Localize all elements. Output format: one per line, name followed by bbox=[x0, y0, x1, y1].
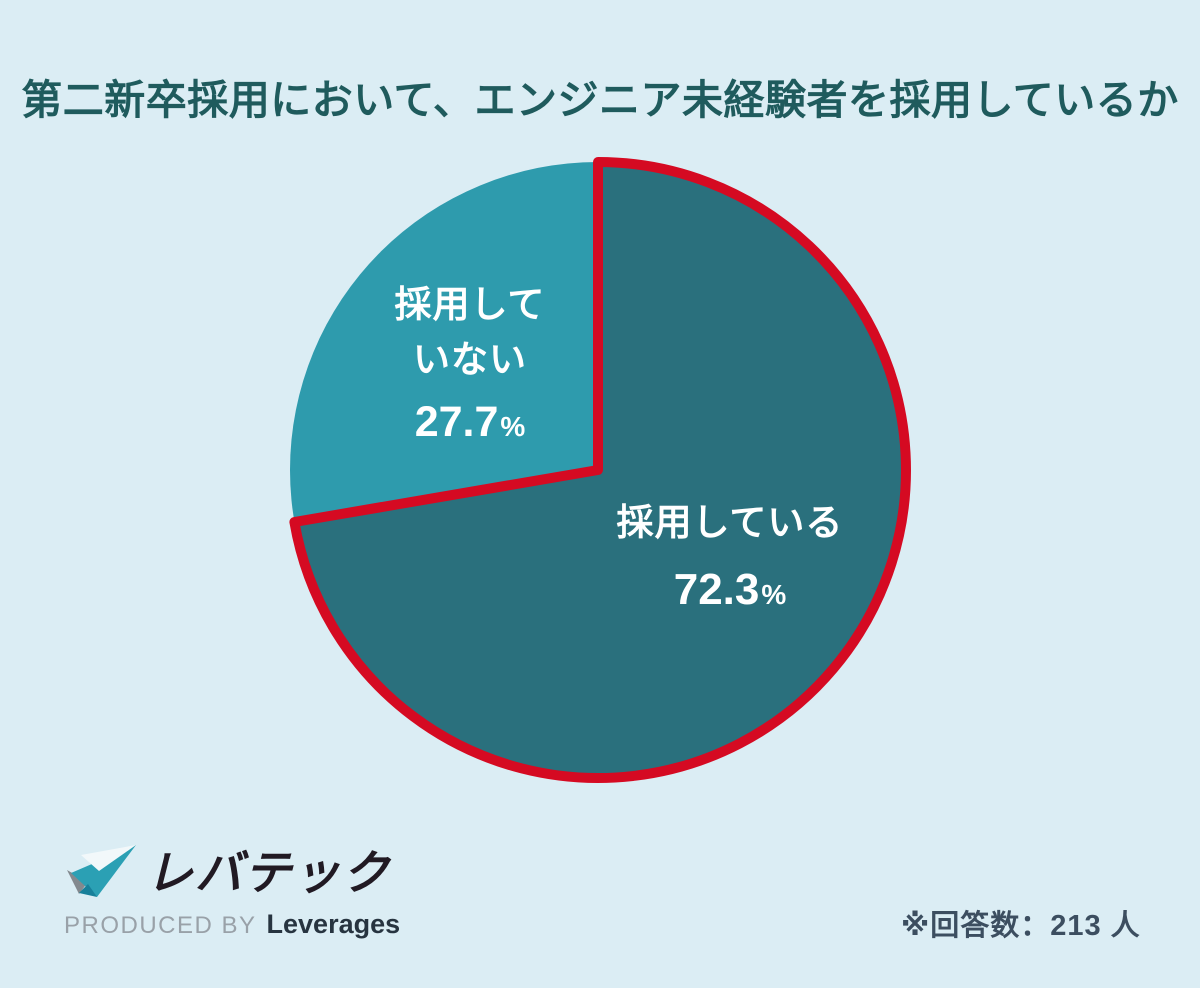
slice-percent-not-adopting: 27.7 bbox=[414, 397, 499, 446]
slice-percent-adopting: 72.3 bbox=[673, 564, 760, 614]
percent-sign: % bbox=[761, 578, 787, 610]
produced-by-row: PRODUCED BY Leverages bbox=[64, 909, 400, 940]
chart-title: 第二新卒採用において、エンジニア未経験者を採用しているか bbox=[21, 77, 1179, 123]
respondents-note: ※回答数：213 人 bbox=[901, 910, 1141, 942]
produced-by-label: PRODUCED BY bbox=[64, 912, 257, 939]
percent-sign: % bbox=[500, 410, 526, 442]
levtech-logo: レバテック PRODUCED BY Leverages bbox=[64, 834, 400, 940]
pie-chart bbox=[289, 157, 911, 783]
slice-value-adopting: 72.3% bbox=[674, 565, 787, 615]
pie-chart-area bbox=[278, 150, 918, 790]
slice-label-not-adopting-line1: 採用して bbox=[394, 284, 546, 325]
pie-slice-adopting bbox=[289, 157, 911, 783]
slice-label-not-adopting-line2: いない bbox=[413, 338, 527, 380]
slice-value-not-adopting: 27.7% bbox=[415, 398, 526, 447]
brand-logotype: レバテック bbox=[146, 846, 391, 899]
paper-dart-icon bbox=[67, 844, 136, 897]
logo-row: レバテック bbox=[64, 834, 400, 903]
slice-label-not-adopting: 採用して いない 27.7% bbox=[340, 278, 600, 447]
slice-label-adopting-line1: 採用している bbox=[616, 502, 844, 543]
slice-label-adopting: 採用している 72.3% bbox=[598, 496, 862, 615]
company-name: Leverages bbox=[266, 909, 401, 939]
